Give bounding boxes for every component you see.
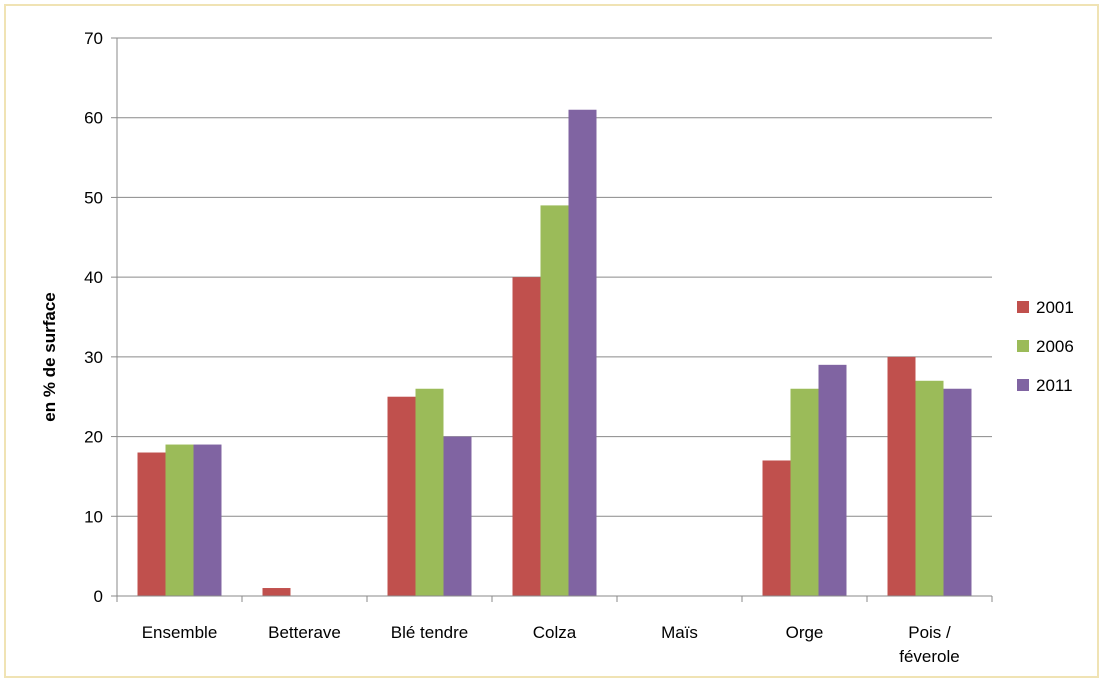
x-tick-label: Pois / <box>908 623 951 642</box>
legend-swatch-2006 <box>1017 340 1029 352</box>
x-tick-label: Betterave <box>268 623 341 642</box>
bar-2001-bl-tendre <box>387 396 416 596</box>
bar-2006-pois-f-verole <box>915 380 944 596</box>
x-axis-tick-labels: Ensemble Betterave Blé tendre Colza Maïs Orge… <box>142 623 960 666</box>
bar-2011-ensemble <box>193 444 222 596</box>
y-tick-label: 50 <box>84 188 103 207</box>
y-tick-label: 60 <box>84 109 103 128</box>
legend-label-2011: 2011 <box>1036 376 1073 395</box>
y-tick-label: 0 <box>94 587 103 606</box>
y-tick-label: 20 <box>84 428 103 447</box>
bar-2006-orge <box>790 388 819 596</box>
x-tick-label: féverole <box>899 647 959 666</box>
legend-label-2001: 2001 <box>1036 298 1074 317</box>
bar-2011-colza <box>568 109 597 596</box>
x-tick-label: Maïs <box>661 623 698 642</box>
bar-2011-pois-f-verole <box>943 388 972 596</box>
bar-2001-pois-f-verole <box>887 356 916 596</box>
x-tick-label: Orge <box>786 623 824 642</box>
legend-swatch-2011 <box>1017 379 1029 391</box>
legend: 2001 2006 2011 <box>1017 298 1074 395</box>
bar-2011-orge <box>818 364 847 596</box>
bar-2001-colza <box>512 277 541 596</box>
x-tick-label: Blé tendre <box>391 623 469 642</box>
bar-2006-colza <box>540 205 569 596</box>
bar-2001-orge <box>762 460 791 596</box>
bar-2001-ensemble <box>137 452 166 596</box>
y-tick-label: 10 <box>84 507 103 526</box>
y-axis-tick-labels: 0 10 20 30 40 50 60 70 <box>84 29 103 606</box>
legend-swatch-2001 <box>1017 301 1029 313</box>
bars <box>137 109 972 596</box>
y-tick-label: 70 <box>84 29 103 48</box>
y-tick-label: 30 <box>84 348 103 367</box>
bar-2001-betterave <box>262 588 291 596</box>
axes <box>116 38 993 602</box>
legend-label-2006: 2006 <box>1036 337 1074 356</box>
bar-2006-bl-tendre <box>415 388 444 596</box>
y-axis-title: en % de surface <box>40 292 59 421</box>
y-tick-label: 40 <box>84 268 103 287</box>
x-tick-label: Colza <box>533 623 577 642</box>
bar-2011-bl-tendre <box>443 436 472 596</box>
bar-2006-ensemble <box>165 444 194 596</box>
x-tick-label: Ensemble <box>142 623 218 642</box>
